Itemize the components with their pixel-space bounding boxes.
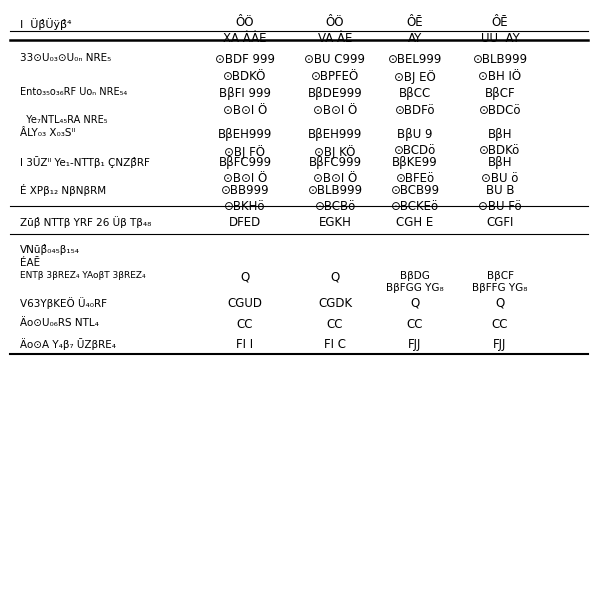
Text: Zūβ̂ NTTβ YRF 26 Üβ Tβ₄₈: Zūβ̂ NTTβ YRF 26 Üβ Tβ₄₈ <box>20 216 151 228</box>
Text: BU B
⊙BU Fö: BU B ⊙BU Fö <box>478 184 522 213</box>
Text: Q: Q <box>330 271 340 284</box>
Text: BβDG
BβFGG YG₈: BβDG BβFGG YG₈ <box>386 271 444 293</box>
Text: ⊙BU C999
⊙BPFEÖ: ⊙BU C999 ⊙BPFEÖ <box>304 53 365 82</box>
Text: CC: CC <box>492 318 508 331</box>
Text: BβU 9
⊙BCDö: BβU 9 ⊙BCDö <box>394 128 436 157</box>
Text: I  Üβ̂Üÿβ̂⁴: I Üβ̂Üÿβ̂⁴ <box>20 18 72 30</box>
Text: BβDE999
⊙B⊙I Ö: BβDE999 ⊙B⊙I Ö <box>307 87 362 116</box>
Text: Q: Q <box>495 297 505 310</box>
Text: BβCF
BβFFG YG₈: BβCF BβFFG YG₈ <box>472 271 527 293</box>
Text: BβFC999
⊙B⊙I Ö: BβFC999 ⊙B⊙I Ö <box>309 156 362 185</box>
Text: FJJ: FJJ <box>493 338 507 351</box>
Text: BβFI 999
⊙B⊙I Ö: BβFI 999 ⊙B⊙I Ö <box>219 87 271 116</box>
Text: VNūβ̂₀₄₅β₁₅₄: VNūβ̂₀₄₅β₁₅₄ <box>20 244 80 255</box>
Text: Äo⊙A Y₄β₇ ŪZβRE₄: Äo⊙A Y₄β₇ ŪZβRE₄ <box>20 338 116 350</box>
Text: CGFI: CGFI <box>486 216 514 229</box>
Text: FI C: FI C <box>324 338 346 351</box>
Text: I 3ŪZᴵᴵ Ye₁-NTTβ₁ ÇNZβ̂RF: I 3ŪZᴵᴵ Ye₁-NTTβ₁ ÇNZβ̂RF <box>20 156 150 168</box>
Text: Q: Q <box>410 297 420 310</box>
Text: BβFC999
⊙B⊙I Ö: BβFC999 ⊙B⊙I Ö <box>218 156 271 185</box>
Text: ⊙BDF 999
⊙BDKÖ: ⊙BDF 999 ⊙BDKÖ <box>215 53 275 82</box>
Text: CGH E: CGH E <box>396 216 434 229</box>
Text: ⊙BCB99
⊙BCKEö: ⊙BCB99 ⊙BCKEö <box>390 184 440 213</box>
Text: Ento₃₅o₃₆RF Uoₙ NRE₅₄: Ento₃₅o₃₆RF Uoₙ NRE₅₄ <box>20 87 127 97</box>
Text: BβEH999
⊙BJ KÖ: BβEH999 ⊙BJ KÖ <box>308 128 362 159</box>
Text: EGKH: EGKH <box>319 216 352 229</box>
Text: FJJ: FJJ <box>408 338 422 351</box>
Text: BβCF
⊙BDCö: BβCF ⊙BDCö <box>479 87 521 116</box>
Text: Äo⊙U₀₆RS NTL₄: Äo⊙U₀₆RS NTL₄ <box>20 318 99 328</box>
Text: Q: Q <box>240 271 249 284</box>
Text: BβEH999
⊙BJ FÖ: BβEH999 ⊙BJ FÖ <box>218 128 272 159</box>
Text: CC: CC <box>237 318 253 331</box>
Text: ENTβ 3βREZ₄ YAoβT 3βREZ₄: ENTβ 3βREZ₄ YAoβT 3βREZ₄ <box>20 271 146 280</box>
Text: ÔÖ
XA ÂÂĒ: ÔÖ XA ÂÂĒ <box>223 16 267 45</box>
Text: BβCC
⊙BDFö: BβCC ⊙BDFö <box>395 87 435 116</box>
Text: ÔĒ
AY: ÔĒ AY <box>407 16 423 45</box>
Text: ⊙BEL999
⊙BJ EÖ: ⊙BEL999 ⊙BJ EÖ <box>388 53 442 84</box>
Text: BβH
⊙BDKö: BβH ⊙BDKö <box>480 128 521 157</box>
Text: CC: CC <box>407 318 423 331</box>
Text: ⊙BLB999
⊙BCBö: ⊙BLB999 ⊙BCBö <box>307 184 362 213</box>
Text: É XPβ₁₂ NβNβRM: É XPβ₁₂ NβNβRM <box>20 184 106 196</box>
Text: CGUD: CGUD <box>227 297 263 310</box>
Text: ⊙BB999
⊙BKHö: ⊙BB999 ⊙BKHö <box>221 184 269 213</box>
Text: DFED: DFED <box>229 216 261 229</box>
Text: V63YβKEÖ Ü₄₀RF: V63YβKEÖ Ü₄₀RF <box>20 297 107 309</box>
Text: BβH
⊙BU ö: BβH ⊙BU ö <box>481 156 518 185</box>
Text: BβKE99
⊙BFEö: BβKE99 ⊙BFEö <box>392 156 438 185</box>
Text: CC: CC <box>327 318 343 331</box>
Text: ÂLY₀₃ X₀₃Sᴵᴵ: ÂLY₀₃ X₀₃Sᴵᴵ <box>20 128 75 138</box>
Text: Ye₇NTL₄₅RA NRE₅: Ye₇NTL₄₅RA NRE₅ <box>20 115 108 125</box>
Text: FI I: FI I <box>236 338 254 351</box>
Text: CGDK: CGDK <box>318 297 352 310</box>
Text: 33⊙U₀₃⊙U₀ₙ NRE₅: 33⊙U₀₃⊙U₀ₙ NRE₅ <box>20 53 111 63</box>
Text: ÉAĒ: ÉAĒ <box>20 258 40 268</box>
Text: ÔĒ
UU  AY: ÔĒ UU AY <box>481 16 520 45</box>
Text: ÔÖ
VA ÂĒ: ÔÖ VA ÂĒ <box>318 16 352 45</box>
Text: ⊙BLB999
⊙BH IÖ: ⊙BLB999 ⊙BH IÖ <box>472 53 527 82</box>
